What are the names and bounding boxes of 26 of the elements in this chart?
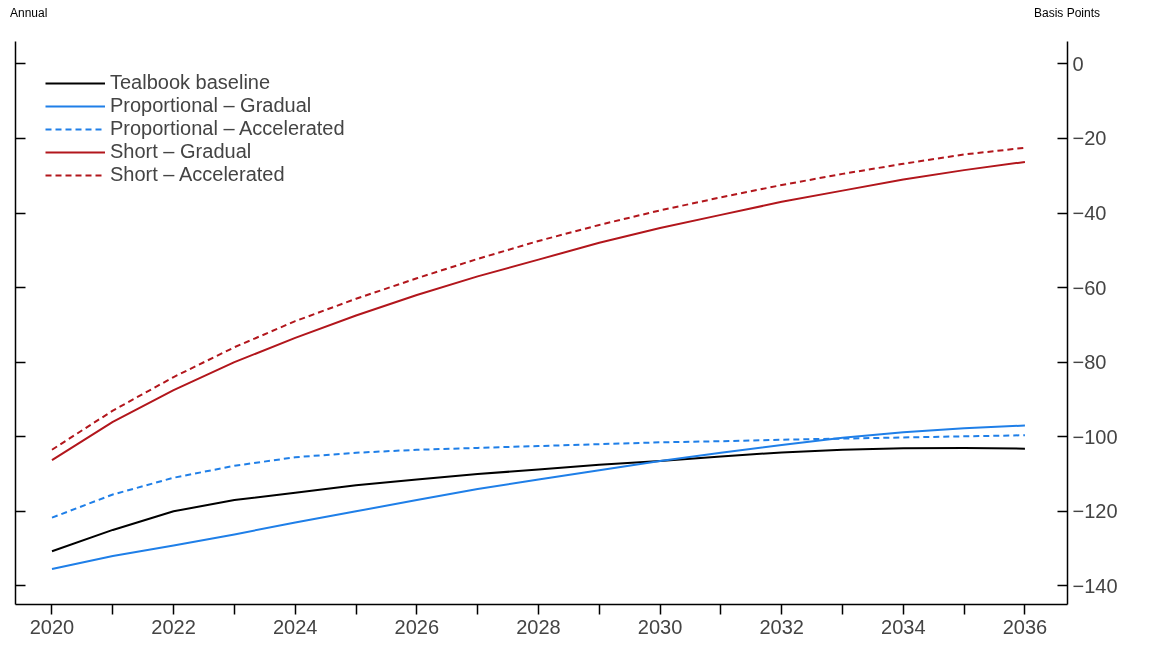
x-tick-label: 2032 [759,615,804,638]
y-tick-label: −40 [1072,202,1107,225]
y-tick-label: 0 [1072,52,1084,75]
legend-label: Proportional – Gradual [110,94,312,117]
y-tick-label: −60 [1072,276,1107,299]
x-tick-label: 2020 [29,615,75,638]
x-tick-label: 2022 [151,615,196,638]
legend-label: Proportional – Accelerated [110,117,345,140]
x-tick-label: 2024 [272,615,318,638]
x-tick-label: 2030 [637,615,683,638]
line-series [50,446,1026,553]
x-tick-label: 2026 [394,615,440,638]
y-tick-label: −100 [1072,425,1118,448]
legend-label: Tealbook baseline [110,71,271,94]
legend-label: Short – Gradual [110,140,252,163]
text: Annual [10,5,48,22]
legend-label: Short – Accelerated [110,163,285,186]
y-tick-label: −80 [1072,351,1107,374]
line-series [50,424,1026,571]
y-tick-label: −140 [1072,574,1118,597]
y-tick-label: −120 [1072,500,1118,523]
x-tick-label: 2036 [1002,615,1048,638]
x-tick-label: 2028 [516,615,561,638]
y-axis-title: Basis Points [1033,5,1100,22]
x-tick-label: 2034 [881,615,926,638]
y-tick-label: −20 [1072,127,1107,150]
